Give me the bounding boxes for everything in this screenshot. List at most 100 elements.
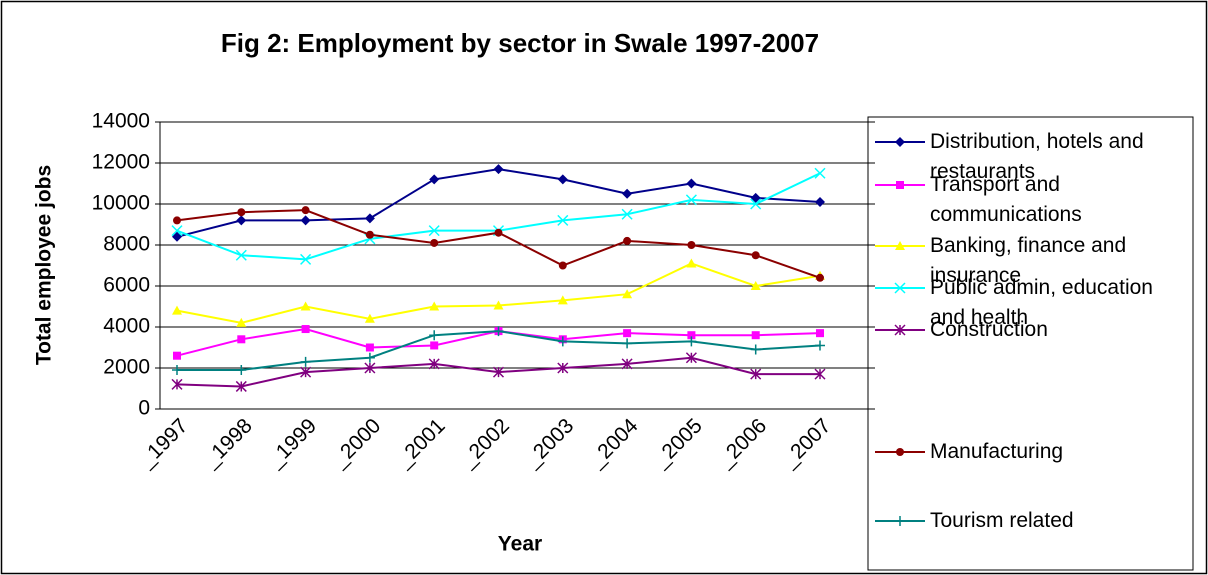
legend-label: Manufacturing bbox=[930, 440, 1064, 463]
marker bbox=[235, 380, 247, 392]
marker bbox=[815, 340, 825, 351]
legend-label: Construction bbox=[930, 318, 1048, 341]
marker bbox=[751, 251, 760, 260]
marker bbox=[816, 273, 824, 282]
y-tick-label: 4000 bbox=[103, 315, 150, 338]
marker bbox=[687, 331, 696, 340]
marker bbox=[237, 335, 246, 344]
marker bbox=[173, 351, 181, 360]
marker bbox=[557, 336, 568, 347]
y-tick-label: 14000 bbox=[92, 110, 150, 133]
y-tick-label: 0 bbox=[138, 397, 150, 420]
marker bbox=[236, 317, 247, 327]
marker bbox=[171, 378, 183, 390]
y-tick-label: 2000 bbox=[103, 356, 150, 379]
marker bbox=[429, 330, 440, 341]
marker bbox=[429, 301, 440, 311]
y-tick-label: 6000 bbox=[103, 274, 150, 297]
marker bbox=[429, 174, 440, 185]
marker bbox=[685, 194, 697, 206]
marker bbox=[895, 241, 905, 250]
marker bbox=[557, 174, 568, 185]
marker bbox=[364, 362, 376, 374]
marker bbox=[815, 196, 825, 207]
marker bbox=[686, 178, 697, 189]
marker bbox=[301, 206, 310, 215]
marker bbox=[686, 258, 697, 268]
marker bbox=[623, 236, 632, 245]
marker bbox=[557, 295, 568, 305]
marker bbox=[623, 329, 632, 338]
x-axis-label: Year bbox=[498, 533, 542, 556]
marker bbox=[300, 356, 311, 367]
marker bbox=[493, 326, 504, 337]
marker bbox=[492, 366, 505, 378]
marker bbox=[430, 341, 439, 350]
marker bbox=[364, 213, 375, 224]
legend-label: Public admin, education and health bbox=[930, 276, 1153, 329]
marker bbox=[557, 214, 569, 226]
legend-label: Distribution, hotels and restaurants bbox=[930, 130, 1144, 183]
marker bbox=[171, 225, 183, 237]
legend-label: Tourism related bbox=[930, 509, 1074, 532]
marker bbox=[493, 300, 504, 310]
marker bbox=[365, 230, 374, 239]
marker bbox=[622, 338, 633, 349]
marker bbox=[557, 362, 569, 374]
y-tick-label: 8000 bbox=[103, 233, 150, 256]
marker bbox=[364, 352, 375, 363]
marker bbox=[430, 238, 439, 247]
marker bbox=[750, 368, 762, 380]
marker bbox=[236, 215, 247, 226]
marker bbox=[172, 305, 182, 315]
marker bbox=[895, 137, 905, 147]
marker bbox=[750, 198, 762, 210]
marker bbox=[428, 358, 440, 370]
marker bbox=[621, 208, 633, 220]
marker bbox=[235, 249, 247, 261]
marker bbox=[622, 289, 633, 299]
marker bbox=[750, 344, 761, 355]
marker bbox=[750, 281, 761, 290]
legend-box bbox=[867, 116, 1194, 571]
marker bbox=[621, 358, 633, 370]
marker bbox=[300, 215, 311, 226]
marker bbox=[894, 282, 906, 294]
marker bbox=[896, 448, 904, 456]
marker bbox=[494, 228, 503, 237]
marker bbox=[173, 216, 181, 225]
marker bbox=[685, 352, 697, 364]
marker bbox=[300, 253, 312, 265]
y-axis-label: Total employee jobs bbox=[33, 165, 56, 365]
legend-label: Transport and communications bbox=[930, 173, 1082, 226]
marker bbox=[236, 365, 247, 376]
y-tick-label: 12000 bbox=[92, 151, 150, 174]
marker bbox=[493, 164, 504, 175]
marker bbox=[172, 231, 182, 242]
y-tick-label: 10000 bbox=[92, 192, 150, 215]
marker bbox=[814, 167, 826, 179]
marker bbox=[237, 208, 246, 217]
chart-title: Fig 2: Employment by sector in Swale 199… bbox=[221, 28, 819, 58]
marker bbox=[300, 301, 311, 311]
marker bbox=[751, 331, 760, 340]
marker bbox=[558, 261, 567, 270]
marker bbox=[365, 343, 374, 352]
marker bbox=[895, 516, 905, 526]
marker bbox=[172, 365, 182, 376]
marker bbox=[687, 241, 696, 249]
marker bbox=[428, 225, 440, 237]
marker bbox=[686, 336, 697, 347]
marker bbox=[300, 366, 312, 378]
marker bbox=[301, 325, 310, 334]
marker bbox=[896, 181, 904, 189]
legend-label: Banking, finance and insurance bbox=[930, 234, 1127, 287]
marker bbox=[622, 188, 633, 199]
marker bbox=[894, 324, 906, 336]
marker bbox=[750, 192, 761, 203]
marker bbox=[364, 313, 375, 323]
marker bbox=[814, 368, 826, 380]
marker bbox=[816, 329, 824, 338]
